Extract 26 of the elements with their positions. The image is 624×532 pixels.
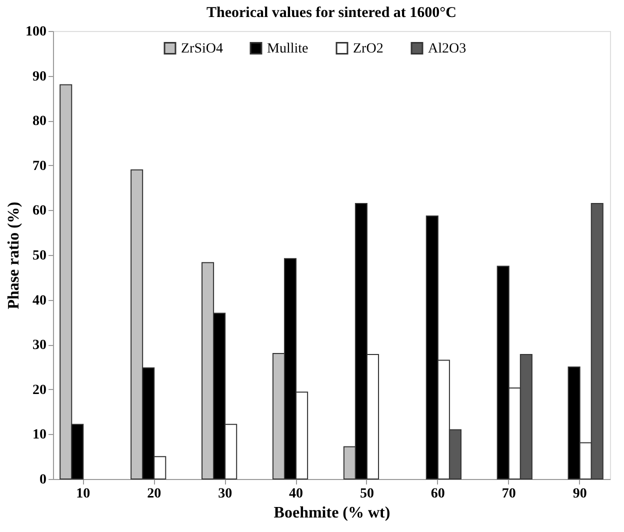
x-tick-label: 40: [289, 486, 304, 502]
y-tick-label: 40: [32, 293, 46, 308]
y-axis-title: Phase ratio (%): [6, 202, 22, 310]
x-tick-label: 20: [147, 486, 162, 502]
x-tick-label: 60: [430, 486, 445, 502]
y-tick-label: 10: [32, 428, 46, 443]
y-tick-label: 70: [32, 158, 46, 174]
legend-label: Mullite: [267, 41, 308, 56]
legend-label: ZrSiO4: [181, 41, 223, 56]
x-tick-label: 70: [502, 486, 516, 502]
y-tick-label: 90: [32, 69, 46, 84]
x-axis-title: Boehmite (% wt): [274, 504, 390, 522]
y-tick-label: 20: [32, 382, 46, 398]
chart-title: Theorical values for sintered at 1600°C: [206, 5, 457, 21]
x-tick-label: 10: [76, 486, 90, 502]
y-tick-label: 60: [32, 204, 46, 219]
y-tick-label: 0: [40, 472, 46, 488]
legend-label: ZrO2: [353, 41, 384, 56]
x-tick-label: 50: [360, 486, 374, 502]
y-tick-label: 30: [32, 338, 46, 354]
legend-label: Al2O3: [428, 41, 466, 56]
x-tick-label: 90: [572, 486, 587, 502]
x-tick-label: 30: [218, 486, 232, 502]
y-tick-label: 80: [32, 114, 46, 130]
y-tick-label: 50: [32, 248, 46, 264]
y-tick-label: 100: [26, 24, 46, 40]
